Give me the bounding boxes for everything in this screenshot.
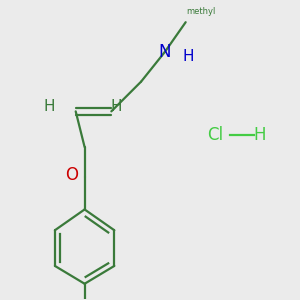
Text: H: H bbox=[254, 126, 266, 144]
Text: O: O bbox=[65, 166, 78, 184]
Text: H: H bbox=[110, 99, 122, 114]
Text: H: H bbox=[43, 99, 55, 114]
Text: Cl: Cl bbox=[207, 126, 224, 144]
Text: N: N bbox=[159, 43, 171, 61]
Text: methyl: methyl bbox=[186, 7, 215, 16]
Text: H: H bbox=[183, 49, 194, 64]
